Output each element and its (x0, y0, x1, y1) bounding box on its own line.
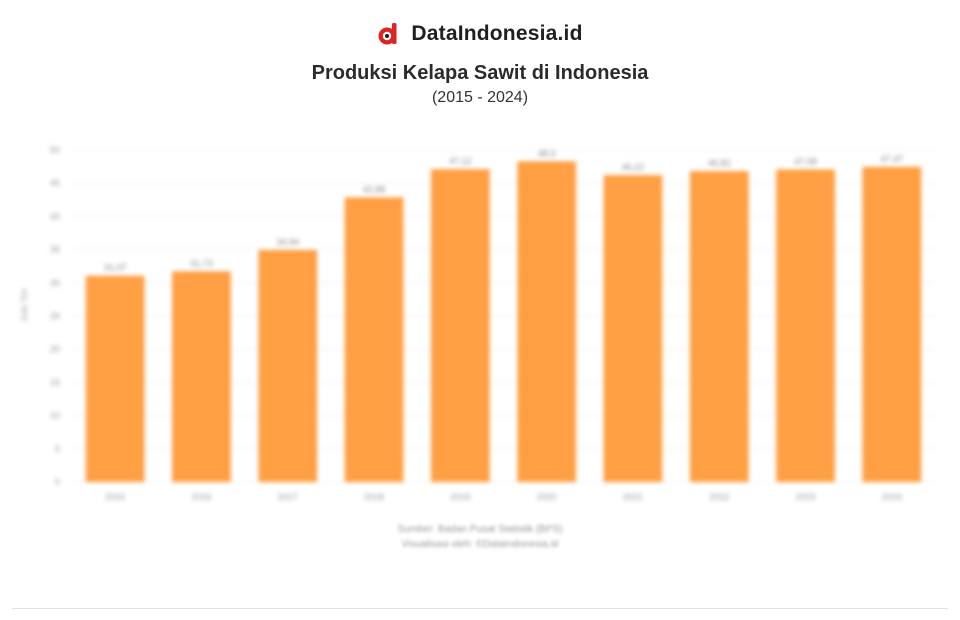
chart-title: Produksi Kelapa Sawit di Indonesia (311, 62, 649, 84)
y-tick-label: 45 (50, 178, 60, 188)
x-tick-label: 2017 (278, 492, 298, 502)
x-axis-ticks: 2015 2016 2017 2018 2019 2020 2021 2022 2023 2024 (105, 492, 902, 502)
y-tick-label: 15 (50, 377, 60, 387)
bar-2024[interactable] (862, 166, 922, 482)
source-line: Sumber: Badan Pusat Statistik (BPS) (397, 524, 563, 535)
x-tick-label: 2016 (191, 492, 211, 502)
data-label: 46,82 (708, 158, 731, 168)
brand-logo-icon (378, 23, 397, 45)
x-tick-label: 2024 (882, 492, 902, 502)
x-tick-label: 2018 (364, 492, 384, 502)
y-tick-label: 20 (50, 344, 60, 354)
bar-2018[interactable] (344, 197, 404, 482)
x-tick-label: 2019 (450, 492, 470, 502)
y-axis-label: Juta Ton (19, 288, 29, 322)
footer-divider (12, 608, 948, 609)
data-label: 47,12 (449, 156, 472, 166)
x-tick-label: 2021 (623, 492, 643, 502)
data-label: 34,94 (276, 237, 299, 247)
data-label: 47,47 (881, 154, 904, 164)
bar-2019[interactable] (431, 169, 490, 482)
y-tick-label: 10 (50, 411, 60, 421)
bar-2015[interactable] (85, 275, 145, 482)
data-label: 46,22 (622, 162, 645, 172)
brand-name[interactable]: DataIndonesia.id (411, 22, 583, 45)
y-tick-label: 50 (50, 145, 60, 155)
data-label: 47,08 (794, 156, 817, 166)
x-tick-label: 2022 (709, 492, 729, 502)
y-tick-label: 5 (55, 444, 60, 454)
bar-2022[interactable] (689, 171, 749, 482)
y-axis-ticks: 0 5 10 15 20 25 30 35 40 45 50 (50, 145, 60, 487)
data-label: 42,88 (363, 184, 386, 194)
data-label: 31,73 (190, 258, 213, 268)
data-label: 48,3 (538, 148, 556, 158)
bar-2023[interactable] (776, 169, 835, 482)
x-tick-label: 2020 (537, 492, 557, 502)
bar-2021[interactable] (603, 175, 663, 483)
y-tick-label: 0 (55, 477, 60, 487)
bar-2017[interactable] (258, 249, 318, 482)
bar-2020[interactable] (517, 161, 576, 482)
brand-header: DataIndonesia.id (0, 22, 960, 46)
y-tick-label: 40 (50, 211, 60, 221)
chart-bars (85, 161, 922, 483)
data-label: 31,07 (104, 263, 127, 273)
y-tick-label: 35 (50, 245, 60, 255)
x-tick-label: 2015 (105, 492, 125, 502)
chart-subtitle: (2015 - 2024) (431, 89, 529, 106)
y-tick-label: 30 (50, 278, 60, 288)
chart-data-labels: 31,07 31,73 34,94 42,88 47,12 48,3 46,22 46,82 4… (104, 148, 903, 272)
y-tick-label: 25 (50, 311, 60, 321)
source-note: Sumber: Badan Pusat Statistik (BPS) Visu… (0, 522, 960, 552)
bar-chart: 0 5 10 15 20 25 30 35 40 45 50 Juta Ton 31,07 31,73… (19, 145, 935, 502)
x-tick-label: 2023 (796, 492, 816, 502)
bar-2016[interactable] (172, 271, 231, 482)
visualization-credit: Visualisasi oleh: ©DataIndonesia.id (401, 539, 559, 550)
chart-plot-area: 0 5 10 15 20 25 30 35 40 45 50 Juta Ton 31,07 31,73… (19, 145, 935, 502)
